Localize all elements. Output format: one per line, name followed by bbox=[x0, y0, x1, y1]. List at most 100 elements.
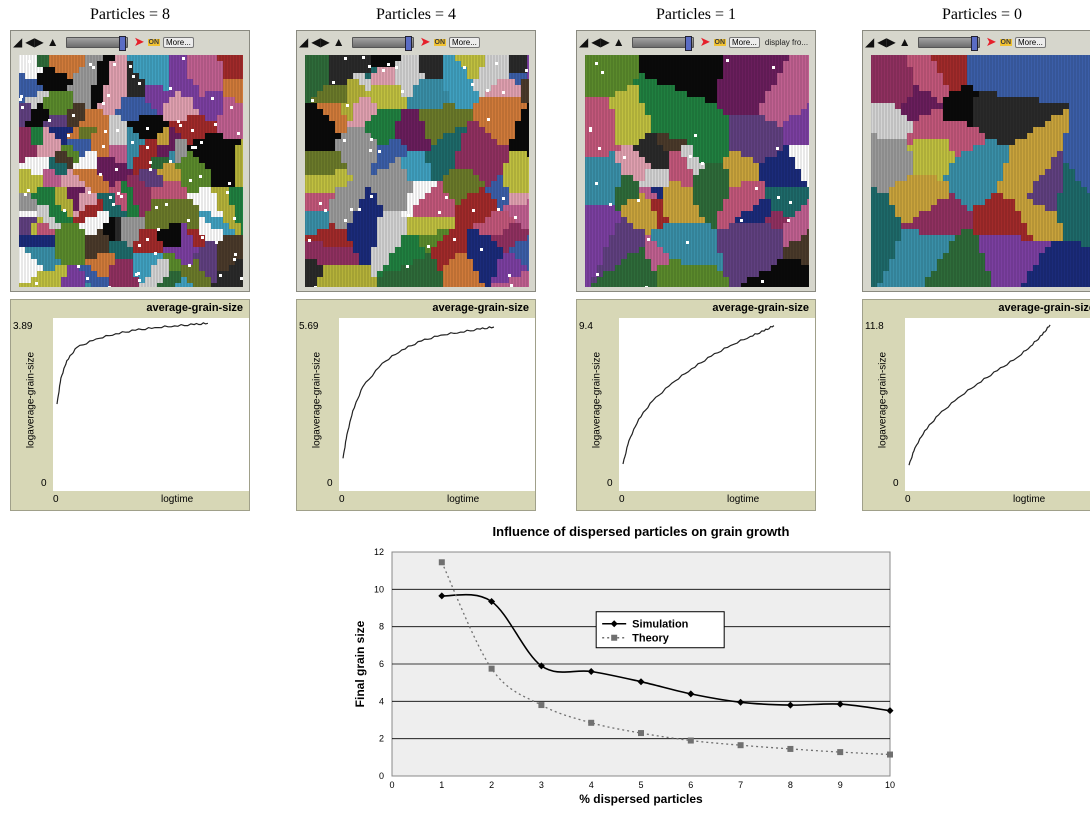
simulation-point bbox=[786, 701, 794, 709]
particle-dot bbox=[472, 209, 475, 212]
display-from-button[interactable]: display fro... bbox=[764, 37, 809, 47]
particle-dot bbox=[201, 236, 204, 239]
view-updates-toggle[interactable]: ON bbox=[147, 38, 160, 46]
go-arrow-icon[interactable]: ➤ bbox=[133, 34, 145, 49]
speed-slider-knob[interactable] bbox=[684, 35, 692, 51]
plot-y-max: 9.4 bbox=[579, 321, 593, 332]
particle-dot bbox=[214, 123, 217, 126]
view-updates-toggle[interactable]: ON bbox=[999, 38, 1012, 46]
simulation-series-line bbox=[441, 593, 891, 712]
resize-icon[interactable]: ◢ bbox=[865, 35, 875, 49]
grain-size-plot: average-grain-size 5.69 0 0 logtime logaverag… bbox=[296, 299, 536, 511]
legend bbox=[595, 611, 725, 649]
x-tick-label: 9 bbox=[838, 780, 843, 790]
plot-y-max: 3.89 bbox=[13, 321, 33, 332]
resize-icon[interactable]: ◢ bbox=[13, 35, 23, 49]
particle-dot bbox=[369, 149, 372, 152]
particle-dot bbox=[191, 146, 194, 149]
theory-point bbox=[887, 751, 893, 758]
view-updates-toggle[interactable]: ON bbox=[433, 38, 446, 46]
particle-dot bbox=[346, 104, 349, 107]
more-button[interactable]: More... bbox=[729, 36, 760, 48]
particle-dot bbox=[112, 203, 115, 206]
vertical-arrows-icon[interactable]: ▲ bbox=[46, 35, 59, 49]
horizontal-arrows-icon[interactable]: ◀▶ bbox=[591, 35, 610, 49]
speed-slider-knob[interactable] bbox=[970, 35, 978, 51]
horizontal-arrows-icon[interactable]: ◀▶ bbox=[311, 35, 330, 49]
particle-dot bbox=[67, 134, 70, 137]
particle-dot bbox=[48, 119, 51, 122]
simulation-point bbox=[687, 690, 695, 698]
horizontal-arrows-icon[interactable]: ◀▶ bbox=[25, 35, 44, 49]
resize-icon[interactable]: ◢ bbox=[579, 35, 589, 49]
netlogo-panel: Particles = 0 ◢ ◀▶ ▲ ➤ ON More... average-grain… bbox=[862, 0, 1090, 511]
particle-dot bbox=[406, 265, 409, 268]
speed-slider[interactable] bbox=[917, 35, 980, 51]
plot-x-min: 0 bbox=[905, 494, 911, 505]
plot-title: average-grain-size bbox=[712, 302, 809, 314]
y-axis-label: Final grain size bbox=[353, 620, 367, 707]
particle-dot bbox=[370, 138, 373, 141]
speed-slider-knob[interactable] bbox=[404, 35, 412, 51]
more-button[interactable]: More... bbox=[1015, 36, 1046, 48]
particle-dot bbox=[146, 127, 149, 130]
theory-point bbox=[488, 665, 495, 672]
particle-dot bbox=[598, 147, 601, 150]
plot-title: average-grain-size bbox=[146, 302, 243, 314]
horizontal-arrows-icon[interactable]: ◀▶ bbox=[877, 35, 896, 49]
x-tick-label: 6 bbox=[688, 780, 693, 790]
go-arrow-icon[interactable]: ➤ bbox=[699, 34, 711, 49]
particle-dot bbox=[219, 274, 222, 277]
particle-dot bbox=[701, 162, 704, 165]
particle-dot bbox=[21, 106, 24, 109]
particle-dot bbox=[508, 274, 511, 277]
grain-world-view bbox=[305, 55, 529, 287]
particle-dot bbox=[401, 90, 404, 93]
vertical-arrows-icon[interactable]: ▲ bbox=[332, 35, 345, 49]
particle-dot bbox=[589, 129, 592, 132]
legend-theory-label: Theory bbox=[632, 633, 670, 645]
view-updates-toggle[interactable]: ON bbox=[713, 38, 726, 46]
vertical-arrows-icon[interactable]: ▲ bbox=[612, 35, 625, 49]
theory-point bbox=[737, 742, 744, 749]
vertical-arrows-icon[interactable]: ▲ bbox=[898, 35, 911, 49]
particle-dot bbox=[27, 189, 30, 192]
grain-size-curve bbox=[622, 325, 775, 465]
theory-point bbox=[538, 702, 545, 709]
particle-dot bbox=[395, 66, 398, 69]
more-button[interactable]: More... bbox=[163, 36, 194, 48]
grain-size-plot: average-grain-size 11.8 0 0 logtime logaverag… bbox=[862, 299, 1090, 511]
particle-dot bbox=[740, 219, 743, 222]
particle-dot bbox=[230, 106, 233, 109]
particle-dot bbox=[772, 66, 775, 69]
view-toolbar: ◢ ◀▶ ▲ ➤ ON More... bbox=[865, 33, 1090, 51]
panel-title: Particles = 4 bbox=[375, 6, 457, 23]
particle-dot bbox=[116, 129, 119, 132]
particle-dot bbox=[226, 191, 229, 194]
plot-title: average-grain-size bbox=[432, 302, 529, 314]
more-button[interactable]: More... bbox=[449, 36, 480, 48]
theory-point bbox=[787, 745, 794, 752]
speed-slider[interactable] bbox=[65, 35, 128, 51]
speed-slider[interactable] bbox=[351, 35, 414, 51]
particle-dot bbox=[502, 197, 505, 200]
y-tick-label: 0 bbox=[379, 771, 384, 781]
particle-dot bbox=[514, 216, 517, 219]
grain-size-curve bbox=[908, 324, 1051, 466]
particle-dot bbox=[789, 201, 792, 204]
resize-icon[interactable]: ◢ bbox=[299, 35, 309, 49]
go-arrow-icon[interactable]: ➤ bbox=[985, 34, 997, 49]
speed-slider[interactable] bbox=[631, 35, 694, 51]
theory-point bbox=[837, 749, 844, 756]
plot-area bbox=[339, 318, 535, 491]
particle-dot bbox=[28, 60, 31, 63]
netlogo-view-window: ◢ ◀▶ ▲ ➤ ON More... display fro... bbox=[576, 30, 816, 292]
view-toolbar: ◢ ◀▶ ▲ ➤ ON More... bbox=[13, 33, 247, 51]
speed-slider-knob[interactable] bbox=[118, 35, 126, 51]
particle-dot bbox=[169, 160, 172, 163]
go-arrow-icon[interactable]: ➤ bbox=[419, 34, 431, 49]
plot-y-max: 5.69 bbox=[299, 321, 319, 332]
particle-dot bbox=[86, 277, 89, 280]
particle-dot bbox=[137, 272, 140, 275]
particle-dot bbox=[129, 65, 132, 68]
